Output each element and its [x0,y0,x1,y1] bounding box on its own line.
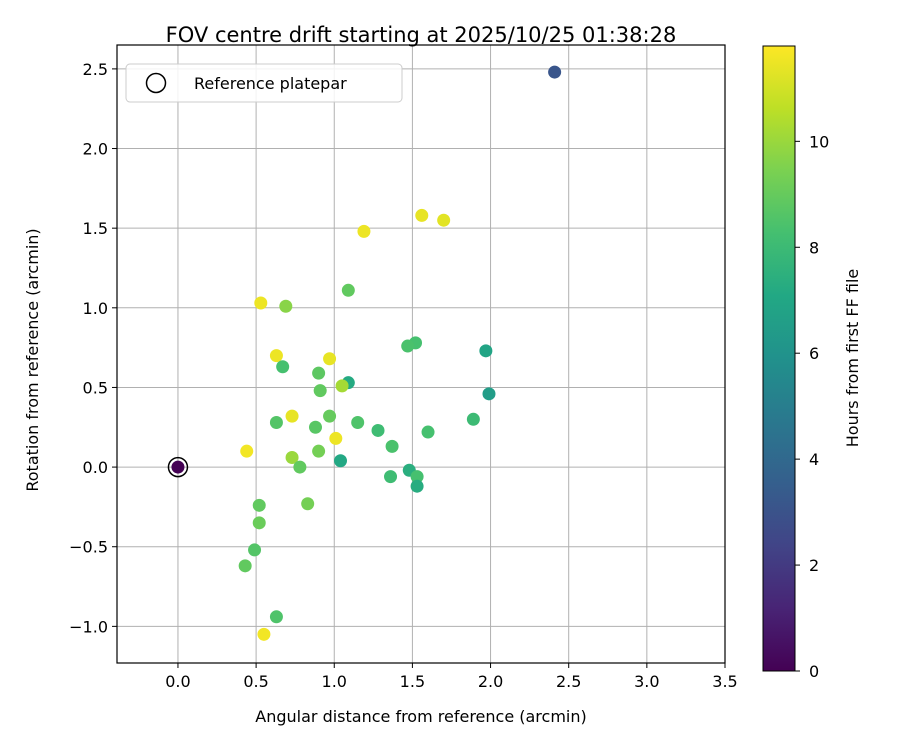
x-tick-label: 3.5 [712,672,737,691]
colorbar-tick-label: 6 [809,344,819,363]
plot-area-frame [116,44,726,664]
reference-data-point [171,460,185,474]
colorbar-label: Hours from first FF file [843,269,862,448]
data-point [312,366,326,380]
data-point [269,349,283,363]
grid [117,45,726,663]
colorbar-tick-label: 8 [809,238,819,257]
data-point [479,344,493,358]
data-point [466,412,480,426]
data-point [312,444,326,458]
x-tick-label: 0.5 [243,672,268,691]
data-point [371,423,385,437]
legend-marker-open-circle [145,72,167,94]
colorbar-tick-label: 10 [809,132,829,151]
y-tick-label: 0.0 [83,458,108,477]
data-point [415,208,429,222]
data-point [238,559,252,573]
data-point [285,451,299,465]
data-point [248,543,262,557]
y-tick-label: 2.5 [83,60,108,79]
legend: Reference platepar [125,63,403,103]
y-tick-label: −0.5 [69,538,108,557]
x-tick-label: 1.5 [400,672,425,691]
legend-entry-reference: Reference platepar [194,74,347,93]
y-axis-ticks: −1.0 −0.5 0.0 0.5 1.0 1.5 2.0 2.5 [69,60,117,636]
data-point [257,627,271,641]
data-point [421,425,435,439]
y-tick-label: 0.5 [83,378,108,397]
data-point [334,454,348,468]
data-point [254,296,268,310]
data-point [285,409,299,423]
data-point [313,384,327,398]
scatter-series [167,65,562,641]
data-point [351,415,365,429]
data-point [437,213,451,227]
chart-title: FOV centre drift starting at 2025/10/25 … [166,23,677,47]
data-point [410,470,424,484]
data-point [308,420,322,434]
data-point [252,516,266,530]
data-point [329,431,343,445]
colorbar-tick-label: 0 [809,662,819,681]
data-point [341,283,355,297]
y-tick-label: 2.0 [83,140,108,159]
colorbar-gradient [762,45,796,672]
colorbar-ticks: 0 2 4 6 8 10 [795,132,829,681]
data-point [323,352,337,366]
y-tick-label: −1.0 [69,617,108,636]
data-point [240,444,254,458]
data-point [301,497,315,511]
colorbar: 0 2 4 6 8 10 Hours from first FF file [762,45,862,681]
data-point [269,610,283,624]
y-tick-label: 1.5 [83,219,108,238]
data-point [269,415,283,429]
x-tick-label: 0.0 [165,672,190,691]
data-point [279,299,293,313]
data-point [410,479,424,493]
data-point [293,460,307,474]
x-axis-label: Angular distance from reference (arcmin) [255,707,586,726]
data-point [357,224,371,238]
data-point [548,65,562,79]
x-tick-label: 3.0 [634,672,659,691]
x-tick-label: 2.0 [478,672,503,691]
data-point [401,339,415,353]
legend-box [125,63,403,103]
data-point [384,470,398,484]
data-point [482,387,496,401]
colorbar-tick-label: 2 [809,556,819,575]
data-point [335,379,349,393]
colorbar-tick-label: 4 [809,450,819,469]
reference-platepar-marker [167,456,189,478]
y-axis-label: Rotation from reference (arcmin) [23,228,42,491]
x-axis-ticks: 0.0 0.5 1.0 1.5 2.0 2.5 3.0 3.5 [165,663,738,691]
data-point [385,439,399,453]
data-point [252,498,266,512]
data-point [323,409,337,423]
x-tick-label: 1.0 [322,672,347,691]
y-tick-label: 1.0 [83,299,108,318]
data-point [276,360,290,374]
x-tick-label: 2.5 [556,672,581,691]
